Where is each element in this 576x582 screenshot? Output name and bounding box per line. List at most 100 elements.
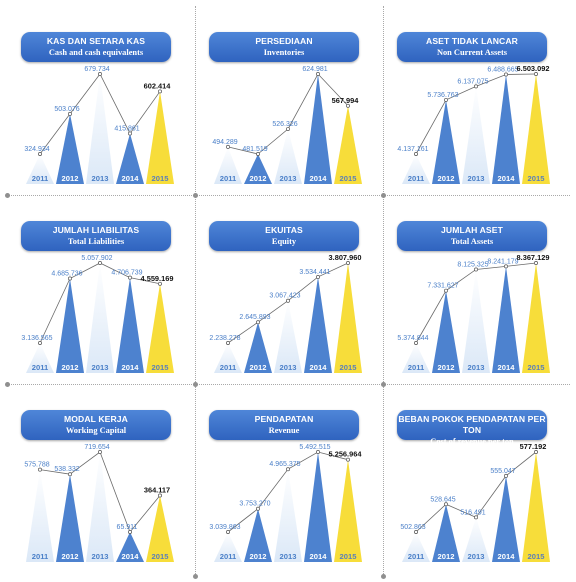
peak-marker	[256, 320, 260, 325]
bar-chart: 4.137.161 5.736.763 6.137.075 6.488.6656.50…	[397, 64, 550, 184]
grid-dot	[381, 382, 386, 387]
x-tick-label: 2012	[250, 363, 267, 372]
bar	[432, 290, 460, 373]
bar-chart: 494.289 481.519 526.326 624.981 567.994 2011 2…	[212, 66, 362, 184]
x-tick-label: 2013	[280, 363, 297, 372]
x-tick-label: 2013	[468, 174, 485, 183]
peak-marker	[504, 264, 508, 269]
data-label: 3.753.270	[239, 501, 270, 508]
bar	[146, 91, 174, 184]
x-tick-label: 2011	[220, 363, 237, 372]
panel-title-pill: ASET TIDAK LANCAR Non Current Assets	[397, 32, 547, 62]
x-tick-label: 2015	[528, 552, 546, 561]
data-label: 8.241.179	[487, 258, 518, 265]
bar	[402, 154, 430, 184]
data-label: 4.559.169	[141, 274, 174, 283]
bar	[432, 504, 460, 562]
peak-marker	[68, 111, 72, 116]
x-tick-label: 2011	[32, 174, 49, 183]
panel-title-id: PERSEDIAAN	[255, 36, 313, 46]
grid-dot	[5, 382, 10, 387]
x-tick-label: 2015	[152, 174, 170, 183]
bar	[304, 276, 332, 373]
panel-title-en: Non Current Assets	[436, 48, 508, 57]
x-tick-label: 2015	[340, 174, 358, 183]
panel-title-en: Working Capital	[65, 426, 127, 435]
peak-marker	[316, 274, 320, 279]
peak-marker	[128, 275, 132, 280]
data-label: 4.706.739	[111, 270, 142, 277]
bar-chart: 2.238.278 2.645.893 3.067.423 3.534.441 3.80…	[209, 253, 362, 373]
panel-inventories: PERSEDIAAN Inventories 494.289 481.519 526…	[192, 4, 380, 194]
grid-dot	[193, 382, 198, 387]
peak-marker	[346, 261, 350, 265]
x-tick-label: 2015	[528, 363, 546, 372]
bar	[334, 105, 362, 184]
panel-title-id: KAS DAN SETARA KAS	[46, 36, 146, 46]
bar	[214, 532, 242, 562]
grid-divider	[6, 195, 570, 196]
grid-dot	[5, 193, 10, 198]
bar	[522, 452, 550, 562]
peak-marker	[256, 506, 260, 511]
data-label: 526.326	[272, 121, 297, 128]
x-tick-label: 2012	[250, 552, 267, 561]
bar	[26, 343, 54, 373]
bar	[26, 469, 54, 562]
x-tick-label: 2015	[152, 552, 170, 561]
x-tick-label: 2013	[92, 174, 109, 183]
peak-marker	[158, 89, 162, 94]
panel-title-id: PENDAPATAN	[254, 414, 314, 424]
x-tick-label: 2011	[32, 552, 49, 561]
x-tick-label: 2014	[498, 363, 516, 372]
data-label: 4.137.161	[397, 146, 428, 153]
x-tick-label: 2014	[310, 174, 328, 183]
panel-title-pill: MODAL KERJA Working Capital	[21, 410, 171, 440]
x-tick-label: 2014	[122, 552, 140, 561]
data-label: 8.125.325	[457, 261, 488, 268]
panel-non-current-assets: ASET TIDAK LANCAR Non Current Assets 4.1…	[380, 4, 568, 194]
bar	[492, 475, 520, 562]
panel-title-id: ASET TIDAK LANCAR	[426, 36, 518, 46]
x-tick-label: 2011	[408, 363, 425, 372]
bar	[304, 74, 332, 184]
x-tick-label: 2015	[152, 363, 170, 372]
bar	[462, 517, 490, 562]
peak-marker	[534, 450, 538, 454]
data-label: 6.137.075	[457, 78, 488, 85]
bar	[214, 146, 242, 184]
data-label: 5.057.902	[81, 255, 112, 262]
bar	[116, 532, 144, 562]
peak-marker	[226, 530, 230, 534]
peak-marker	[444, 97, 448, 102]
data-label: 7.331.627	[427, 283, 458, 290]
peak-marker	[534, 261, 538, 265]
peak-marker	[286, 467, 290, 472]
panel-total-assets: JUMLAH ASET Total Assets 5.374.844 7.331.…	[380, 193, 568, 383]
bar	[274, 469, 302, 562]
x-tick-label: 2015	[340, 552, 358, 561]
bar	[334, 263, 362, 373]
peak-marker	[414, 530, 418, 534]
bar	[462, 269, 490, 373]
peak-marker	[98, 261, 102, 265]
data-label: 481.519	[242, 146, 267, 153]
peak-marker	[128, 131, 132, 136]
data-label: 494.289	[212, 139, 237, 146]
peak-marker	[98, 72, 102, 76]
grid-divider	[6, 384, 570, 385]
bar	[56, 278, 84, 373]
data-label: 5.256.964	[329, 450, 363, 459]
data-label: 2.238.278	[209, 335, 240, 342]
panel-title-pill: EKUITAS Equity	[209, 221, 359, 251]
data-label: 624.981	[302, 66, 327, 73]
peak-marker	[286, 298, 290, 303]
data-label: 719.654	[84, 444, 109, 451]
bar	[432, 99, 460, 184]
data-label: 516.491	[460, 509, 485, 516]
bar	[244, 154, 272, 184]
x-tick-label: 2014	[122, 363, 140, 372]
peak-marker	[128, 530, 132, 534]
panel-title-en: Revenue	[268, 426, 300, 435]
